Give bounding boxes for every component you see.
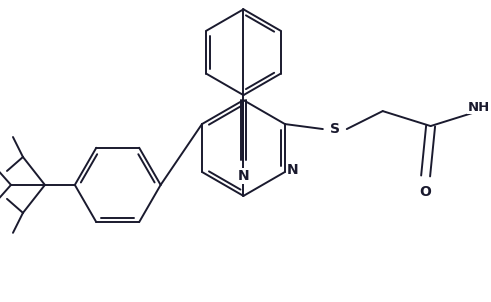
Text: S: S — [330, 122, 340, 136]
Text: O: O — [420, 185, 432, 199]
Text: N: N — [238, 169, 249, 183]
Text: N: N — [287, 163, 299, 177]
Text: NH: NH — [467, 101, 490, 114]
